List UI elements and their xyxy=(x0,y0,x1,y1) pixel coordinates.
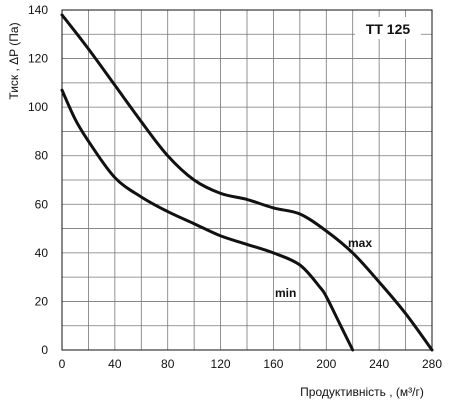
grid xyxy=(62,10,432,350)
title-background xyxy=(355,17,421,39)
x-axis-label: Продуктивність , (м³/г) xyxy=(300,385,424,399)
series-label-min: min xyxy=(275,286,296,300)
chart-title: TT 125 xyxy=(366,21,411,37)
y-tick-label: 40 xyxy=(35,246,49,260)
y-tick-label: 120 xyxy=(28,52,48,66)
y-tick-label: 100 xyxy=(28,100,48,114)
y-axis-ticks: 0 20 40 60 80 100 120 140 xyxy=(28,3,48,357)
x-tick-label: 160 xyxy=(263,357,283,371)
series-label-max: max xyxy=(348,236,372,250)
x-tick-label: 80 xyxy=(161,357,175,371)
x-tick-label: 240 xyxy=(369,357,389,371)
curves: max min xyxy=(60,13,434,352)
series-line-max xyxy=(60,13,434,352)
y-tick-label: 80 xyxy=(35,149,49,163)
x-tick-label: 280 xyxy=(422,357,442,371)
plot-frame xyxy=(61,9,433,351)
y-tick-label: 140 xyxy=(28,3,48,17)
x-axis-ticks: 0 40 80 120 160 200 240 280 xyxy=(59,357,443,371)
y-tick-label: 60 xyxy=(35,197,49,211)
y-tick-label: 20 xyxy=(35,294,49,308)
x-tick-label: 200 xyxy=(316,357,336,371)
x-tick-label: 0 xyxy=(59,357,66,371)
x-tick-label: 40 xyxy=(108,357,122,371)
series-line-min xyxy=(60,88,355,352)
y-axis-label: Тиск , ΔP (Па) xyxy=(7,22,21,99)
y-tick-label: 0 xyxy=(41,343,48,357)
x-tick-label: 120 xyxy=(211,357,231,371)
